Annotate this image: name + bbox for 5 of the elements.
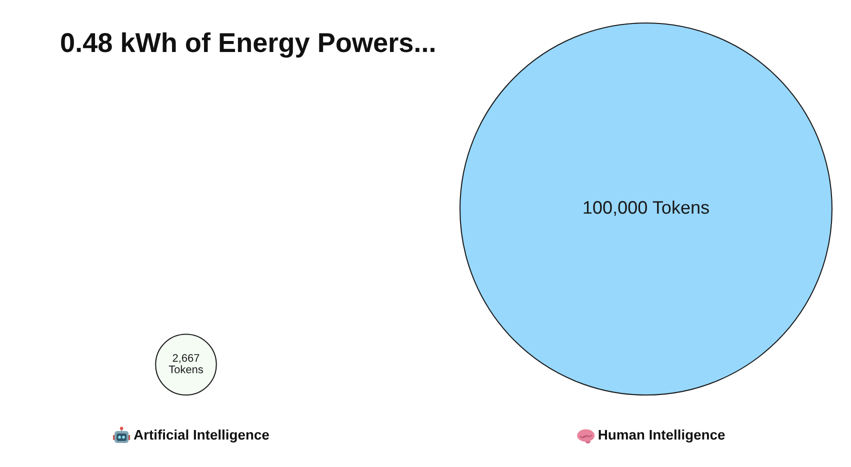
category-label: Artificial Intelligence [134, 429, 269, 443]
category-label: Human Intelligence [598, 429, 725, 443]
data-label: 2,667 Tokens [168, 354, 203, 374]
data-label: 100,000 Tokens [584, 200, 709, 216]
text: 0.48 kWh of Energy Powers... [61, 32, 434, 58]
